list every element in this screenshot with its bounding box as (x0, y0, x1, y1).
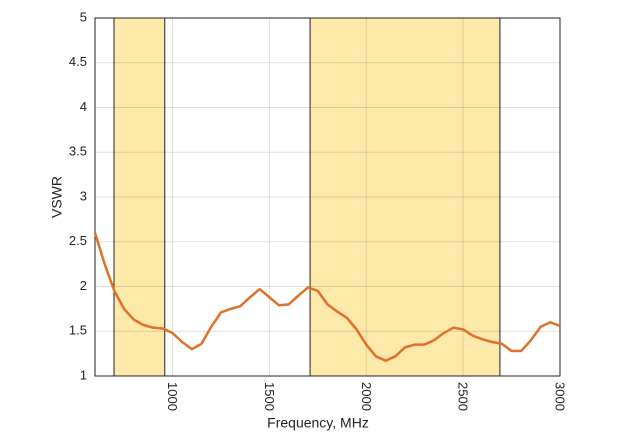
line-series (93, 232, 561, 363)
y-tick-label: 4.5 (69, 54, 87, 69)
y-tick-label: 1 (80, 367, 87, 382)
x-tick-label: 2500 (456, 382, 471, 411)
y-tick-label: 3.5 (69, 144, 87, 159)
y-tick-label: 1.5 (69, 323, 87, 338)
y-tick-label: 3 (80, 188, 87, 203)
y-tick-label: 2 (80, 278, 87, 293)
y-tick-label: 5 (80, 9, 87, 24)
x-tick-label: 2000 (359, 382, 374, 411)
y-tick-label: 2.5 (69, 233, 87, 248)
y-axis-label: VSWR (49, 176, 65, 218)
y-tick-label: 4 (80, 99, 87, 114)
x-axis-label: Frequency, MHz (267, 415, 369, 431)
x-tick-label: 1000 (165, 382, 180, 411)
plot-frame (94, 17, 561, 377)
x-tick-label: 1500 (262, 382, 277, 411)
band (113, 18, 165, 376)
band (310, 18, 500, 376)
x-tick-label: 3000 (553, 382, 568, 411)
